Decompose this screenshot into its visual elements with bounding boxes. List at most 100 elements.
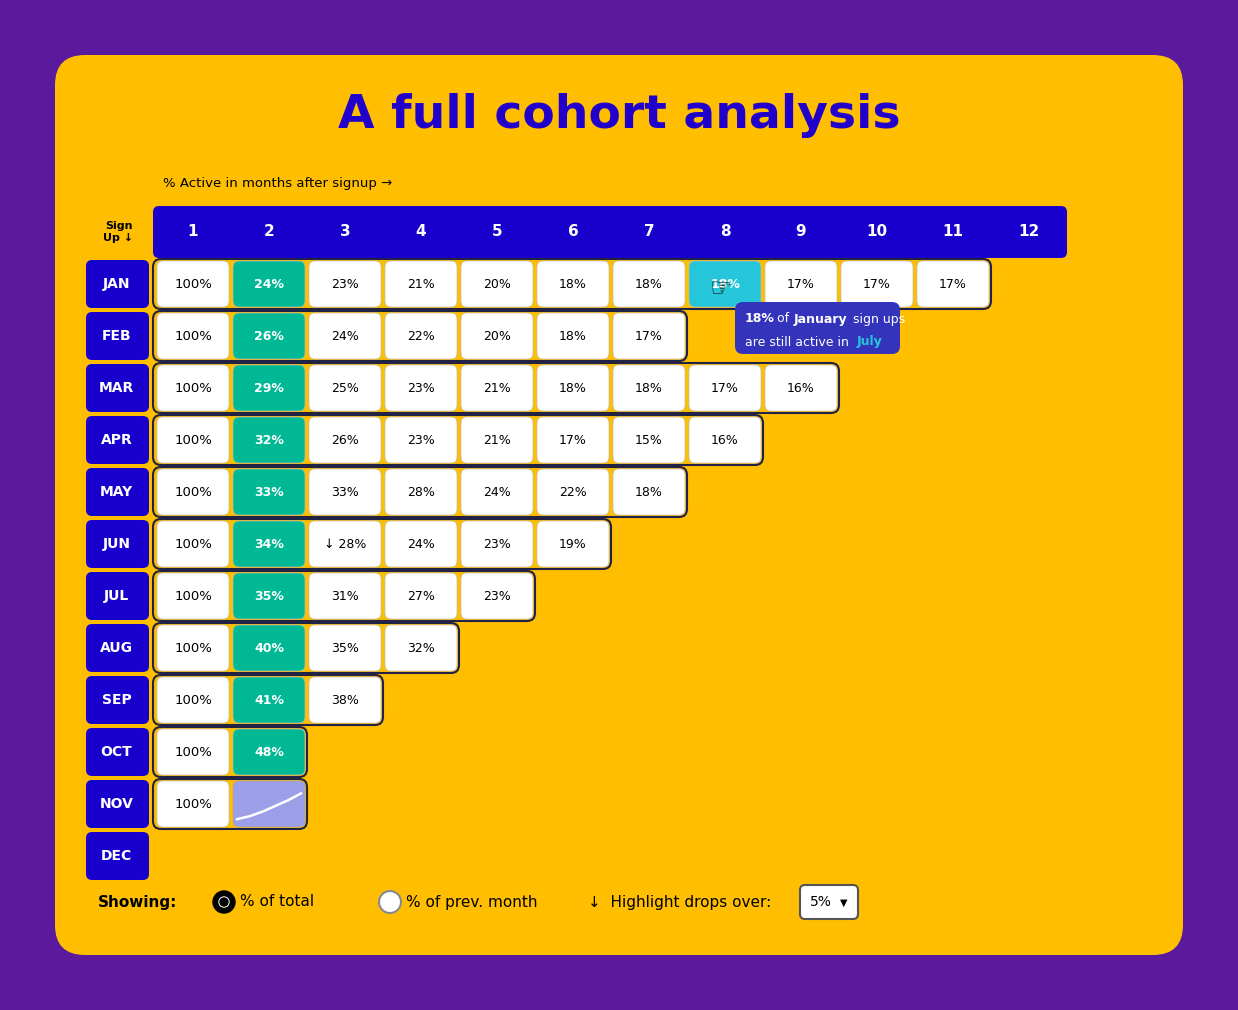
Text: % of total: % of total: [240, 895, 314, 909]
FancyBboxPatch shape: [85, 728, 149, 776]
Text: 17%: 17%: [940, 278, 967, 291]
Text: SEP: SEP: [102, 693, 131, 707]
FancyBboxPatch shape: [157, 313, 229, 359]
FancyBboxPatch shape: [310, 625, 381, 671]
Text: 38%: 38%: [331, 694, 359, 707]
FancyBboxPatch shape: [461, 573, 534, 619]
Text: JUN: JUN: [103, 537, 130, 551]
FancyBboxPatch shape: [233, 469, 305, 515]
Text: 100%: 100%: [175, 745, 212, 759]
Text: 100%: 100%: [175, 433, 212, 446]
Text: 3: 3: [339, 224, 350, 239]
FancyBboxPatch shape: [157, 417, 229, 463]
FancyBboxPatch shape: [385, 417, 457, 463]
Text: 25%: 25%: [331, 382, 359, 395]
Text: 4: 4: [416, 224, 426, 239]
Text: 35%: 35%: [331, 641, 359, 654]
Text: 18%: 18%: [560, 278, 587, 291]
Text: 20%: 20%: [483, 329, 511, 342]
FancyBboxPatch shape: [157, 365, 229, 411]
Text: 18%: 18%: [635, 486, 662, 499]
Text: 11: 11: [942, 224, 963, 239]
FancyBboxPatch shape: [85, 676, 149, 724]
Text: 18%: 18%: [560, 382, 587, 395]
FancyBboxPatch shape: [85, 520, 149, 568]
FancyBboxPatch shape: [233, 729, 305, 775]
Text: 23%: 23%: [407, 382, 435, 395]
Text: 7: 7: [644, 224, 655, 239]
FancyBboxPatch shape: [157, 521, 229, 567]
Text: 100%: 100%: [175, 590, 212, 603]
FancyBboxPatch shape: [85, 624, 149, 672]
FancyBboxPatch shape: [800, 885, 858, 919]
Text: JAN: JAN: [103, 277, 130, 291]
Text: 17%: 17%: [787, 278, 815, 291]
FancyBboxPatch shape: [385, 521, 457, 567]
Text: AUG: AUG: [100, 641, 132, 655]
Text: 22%: 22%: [407, 329, 435, 342]
Text: FEB: FEB: [102, 329, 131, 343]
FancyBboxPatch shape: [310, 521, 381, 567]
Text: 27%: 27%: [407, 590, 435, 603]
Text: 100%: 100%: [175, 641, 212, 654]
FancyBboxPatch shape: [233, 261, 305, 307]
FancyBboxPatch shape: [233, 365, 305, 411]
FancyBboxPatch shape: [233, 625, 305, 671]
Text: 100%: 100%: [175, 694, 212, 707]
Text: 28%: 28%: [407, 486, 435, 499]
Text: 6: 6: [568, 224, 578, 239]
FancyBboxPatch shape: [157, 729, 229, 775]
FancyBboxPatch shape: [690, 365, 761, 411]
Text: 33%: 33%: [254, 486, 284, 499]
FancyBboxPatch shape: [157, 573, 229, 619]
FancyBboxPatch shape: [613, 365, 685, 411]
FancyBboxPatch shape: [157, 469, 229, 515]
FancyBboxPatch shape: [85, 364, 149, 412]
Text: 18%: 18%: [745, 312, 775, 325]
FancyBboxPatch shape: [461, 313, 534, 359]
FancyBboxPatch shape: [461, 261, 534, 307]
Text: 17%: 17%: [711, 382, 739, 395]
Text: 18%: 18%: [635, 382, 662, 395]
Text: July: July: [857, 335, 883, 348]
FancyBboxPatch shape: [385, 313, 457, 359]
Text: 29%: 29%: [254, 382, 284, 395]
Text: 35%: 35%: [254, 590, 284, 603]
Text: 17%: 17%: [560, 433, 587, 446]
Text: 22%: 22%: [560, 486, 587, 499]
FancyBboxPatch shape: [233, 677, 305, 723]
FancyBboxPatch shape: [233, 573, 305, 619]
FancyBboxPatch shape: [85, 312, 149, 360]
FancyBboxPatch shape: [85, 468, 149, 516]
FancyBboxPatch shape: [690, 417, 761, 463]
Text: 17%: 17%: [635, 329, 662, 342]
Text: of: of: [773, 312, 794, 325]
Text: 48%: 48%: [254, 745, 284, 759]
Text: 100%: 100%: [175, 382, 212, 395]
FancyBboxPatch shape: [385, 261, 457, 307]
FancyBboxPatch shape: [310, 313, 381, 359]
Text: 17%: 17%: [863, 278, 891, 291]
FancyBboxPatch shape: [537, 469, 609, 515]
Text: 16%: 16%: [787, 382, 815, 395]
FancyBboxPatch shape: [54, 55, 1184, 955]
FancyBboxPatch shape: [85, 416, 149, 464]
Text: 9: 9: [796, 224, 806, 239]
Text: 100%: 100%: [175, 537, 212, 550]
Text: 21%: 21%: [407, 278, 435, 291]
FancyBboxPatch shape: [537, 261, 609, 307]
Text: 21%: 21%: [483, 433, 511, 446]
Circle shape: [213, 891, 235, 913]
FancyBboxPatch shape: [385, 365, 457, 411]
FancyBboxPatch shape: [613, 417, 685, 463]
FancyBboxPatch shape: [537, 313, 609, 359]
FancyBboxPatch shape: [157, 625, 229, 671]
Text: 24%: 24%: [331, 329, 359, 342]
FancyBboxPatch shape: [690, 261, 761, 307]
FancyBboxPatch shape: [310, 365, 381, 411]
FancyBboxPatch shape: [85, 832, 149, 880]
Text: 32%: 32%: [407, 641, 435, 654]
Text: 100%: 100%: [175, 798, 212, 810]
FancyBboxPatch shape: [461, 365, 534, 411]
Text: 15%: 15%: [635, 433, 662, 446]
